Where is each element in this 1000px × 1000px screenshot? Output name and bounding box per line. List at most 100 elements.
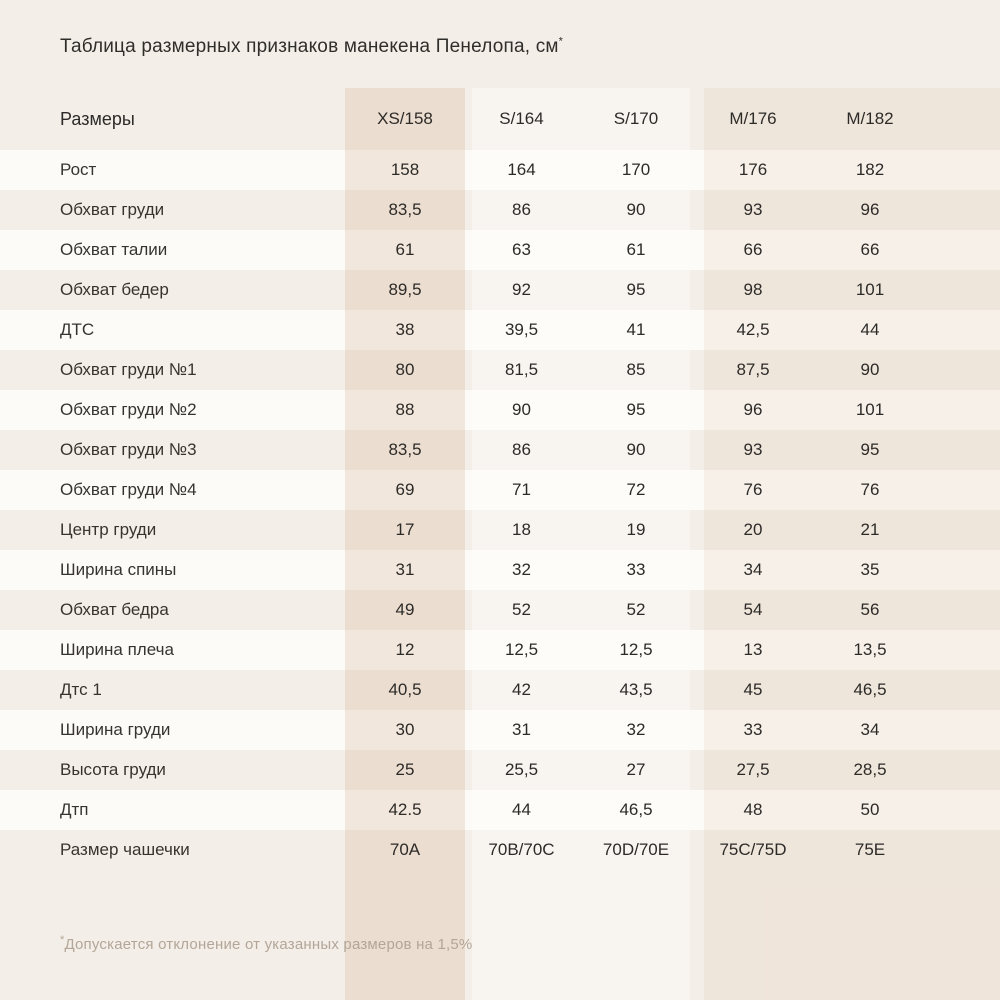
cell-value: 75C/75D bbox=[719, 840, 787, 859]
cell-value: 61 bbox=[395, 240, 415, 259]
cell-value: 28,5 bbox=[853, 760, 887, 779]
table-row: Дтс 1 40,5 42 43,5 45 46,5 bbox=[0, 670, 1000, 710]
cell-value: 98 bbox=[743, 280, 763, 299]
cell-value: 66 bbox=[743, 240, 763, 259]
cell-value: 27 bbox=[626, 760, 646, 779]
row-label: Обхват бедра bbox=[60, 600, 169, 619]
cell-value: 90 bbox=[626, 440, 646, 459]
page-title: Таблица размерных признаков манекена Пен… bbox=[60, 36, 563, 58]
cell-value: 18 bbox=[512, 520, 531, 539]
row-label: Обхват груди №4 bbox=[60, 480, 197, 499]
table-row: Ширина груди 30 31 32 33 34 bbox=[0, 710, 1000, 750]
table-body: Рост 158 164 170 176 182 Обхват груди 83,5 86 90 9… bbox=[0, 150, 1000, 870]
cell-value: 12,5 bbox=[619, 640, 653, 659]
cell-value: 69 bbox=[395, 480, 415, 499]
row-stripes bbox=[0, 150, 1000, 870]
cell-value: 49 bbox=[395, 600, 415, 619]
cell-value: 86 bbox=[512, 440, 531, 459]
cell-value: 27,5 bbox=[736, 760, 770, 779]
cell-value: 46,5 bbox=[619, 800, 653, 819]
cell-value: 86 bbox=[512, 200, 531, 219]
table-row: Обхват груди 83,5 86 90 93 96 bbox=[0, 190, 1000, 230]
cell-value: 54 bbox=[743, 600, 763, 619]
row-label: Дтс 1 bbox=[60, 680, 102, 699]
table-row: Дтп 42.5 44 46,5 48 50 bbox=[0, 790, 1000, 830]
cell-value: 19 bbox=[626, 520, 646, 539]
cell-value: 38 bbox=[395, 320, 415, 339]
table-row: Обхват бедра 49 52 52 54 56 bbox=[0, 590, 1000, 630]
cell-value: 158 bbox=[390, 160, 420, 179]
cell-value: 31 bbox=[395, 560, 415, 579]
cell-value: 34 bbox=[743, 560, 763, 579]
row-label: Обхват груди №2 bbox=[60, 400, 197, 419]
cell-value: 95 bbox=[860, 440, 880, 459]
cell-value: 70B/70C bbox=[488, 840, 555, 859]
cell-value: 71 bbox=[512, 480, 531, 499]
cell-value: 76 bbox=[860, 480, 880, 499]
cell-value: 95 bbox=[626, 400, 646, 419]
table-row: Обхват груди №1 80 81,5 85 87,5 90 bbox=[0, 350, 1000, 390]
cell-value: 70A bbox=[389, 840, 421, 859]
cell-value: 66 bbox=[860, 240, 880, 259]
cell-value: 101 bbox=[855, 400, 885, 419]
row-label: Обхват талии bbox=[60, 240, 168, 259]
row-label: Рост bbox=[60, 160, 97, 179]
cell-value: 32 bbox=[626, 720, 646, 739]
page-title-text: Таблица размерных признаков манекена Пен… bbox=[60, 36, 559, 57]
cell-value: 170 bbox=[621, 160, 651, 179]
table-row: Высота груди 25 25,5 27 27,5 28,5 bbox=[0, 750, 1000, 790]
cell-value: 90 bbox=[860, 360, 880, 379]
table-row: Ширина плеча 12 12,5 12,5 13 13,5 bbox=[0, 630, 1000, 670]
cell-value: 41 bbox=[626, 320, 646, 339]
cell-value: 93 bbox=[743, 200, 763, 219]
cell-value: 81,5 bbox=[504, 360, 539, 379]
column-band-xs158 bbox=[345, 88, 465, 1000]
cell-value: 21 bbox=[860, 520, 880, 539]
cell-value: 88 bbox=[395, 400, 415, 419]
cell-value: 83,5 bbox=[388, 200, 422, 219]
row-label: Обхват груди №3 bbox=[60, 440, 197, 459]
row-label: Ширина груди bbox=[60, 720, 171, 739]
table-row: Обхват бедер 89,5 92 95 98 101 bbox=[0, 270, 1000, 310]
cell-value: 90 bbox=[512, 400, 531, 419]
cell-value: 182 bbox=[855, 160, 885, 179]
cell-value: 43,5 bbox=[619, 680, 653, 699]
footnote-marker: * bbox=[60, 934, 65, 946]
cell-value: 13 bbox=[743, 640, 763, 659]
cell-value: 90 bbox=[626, 200, 646, 219]
cell-value: 101 bbox=[855, 280, 885, 299]
header-col-xs158: XS/158 bbox=[377, 109, 433, 128]
table-row: ДТС 38 39,5 41 42,5 44 bbox=[0, 310, 1000, 350]
cell-value: 33 bbox=[743, 720, 763, 739]
cell-value: 50 bbox=[860, 800, 880, 819]
row-label: Ширина плеча bbox=[60, 640, 174, 659]
cell-value: 34 bbox=[860, 720, 880, 739]
cell-value: 31 bbox=[512, 720, 531, 739]
cell-value: 164 bbox=[507, 160, 536, 179]
cell-value: 96 bbox=[743, 400, 763, 419]
cell-value: 56 bbox=[860, 600, 880, 619]
cell-value: 46,5 bbox=[853, 680, 887, 699]
cell-value: 44 bbox=[512, 800, 531, 819]
cell-value: 17 bbox=[395, 520, 415, 539]
table-row: Обхват талии 61 63 61 66 66 bbox=[0, 230, 1000, 270]
header-col-s164: S/164 bbox=[499, 109, 544, 128]
cell-value: 48 bbox=[743, 800, 763, 819]
table-row: Обхват груди №2 88 90 95 96 101 bbox=[0, 390, 1000, 430]
cell-value: 96 bbox=[860, 200, 880, 219]
row-label: Размер чашечки bbox=[60, 840, 190, 859]
cell-value: 89,5 bbox=[388, 280, 422, 299]
cell-value: 85 bbox=[626, 360, 646, 379]
column-band-m-group bbox=[704, 88, 1000, 1000]
cell-value: 80 bbox=[395, 360, 415, 379]
cell-value: 76 bbox=[743, 480, 763, 499]
cell-value: 61 bbox=[626, 240, 646, 259]
cell-value: 33 bbox=[626, 560, 646, 579]
cell-value: 95 bbox=[626, 280, 646, 299]
cell-value: 72 bbox=[626, 480, 646, 499]
title-footnote-marker: * bbox=[558, 35, 564, 48]
table-row: Ширина спины 31 32 33 34 35 bbox=[0, 550, 1000, 590]
header-col-m182: M/182 bbox=[846, 109, 894, 128]
footnote: *Допускается отклонение от указанных раз… bbox=[60, 934, 472, 954]
